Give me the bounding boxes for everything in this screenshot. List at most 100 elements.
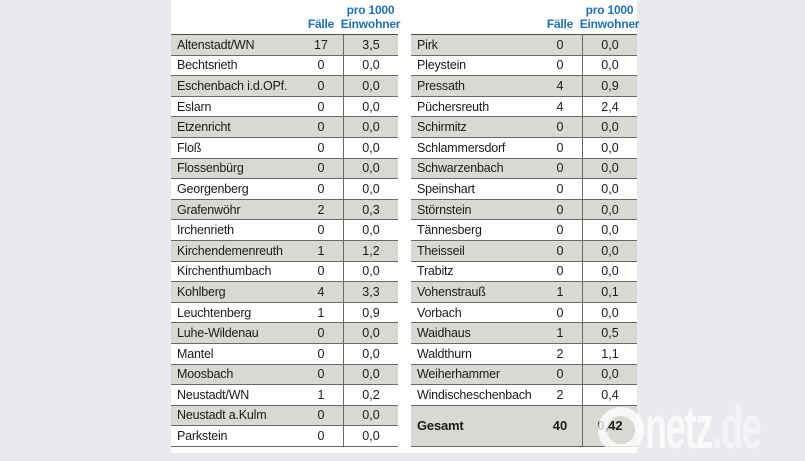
- municipality-name: Trabitz: [417, 264, 454, 279]
- table-row: Schirmitz 0 0,0: [411, 117, 637, 138]
- cases-value: 0: [317, 429, 325, 444]
- municipality-name: Kohlberg: [177, 284, 226, 299]
- cases-value: 0: [317, 58, 325, 73]
- cases-value: 0: [317, 181, 325, 196]
- total-per1000-value: 0,42: [582, 405, 637, 446]
- onetz-watermark-text: netz.de: [645, 398, 762, 458]
- municipality-name: Schwarzenbach: [417, 161, 504, 176]
- cases-value: 0: [556, 120, 564, 135]
- per1000-value: 0,9: [343, 302, 398, 323]
- cases-value: 0: [556, 367, 564, 382]
- cases-value: 0: [317, 408, 325, 423]
- right-table-rows: Pirk 0 0,0 Pleystein 0 0,0 Pressath 4 0,9 Püchers…: [411, 34, 637, 406]
- municipality-name: Neustadt a.Kulm: [177, 408, 267, 423]
- cases-value: 0: [317, 120, 325, 135]
- municipality-name: Kirchenthumbach: [177, 264, 272, 279]
- per1000-value: 0,0: [582, 179, 637, 199]
- per1000-value: 0,1: [582, 282, 637, 302]
- per1000-header-line1: pro 1000: [585, 3, 634, 18]
- table-row: Windischeschenbach 2 0,4: [411, 385, 637, 406]
- per1000-value: 0,0: [343, 96, 398, 117]
- municipality-name: Grafenwöhr: [177, 202, 241, 217]
- cases-value: 0: [317, 99, 325, 114]
- per1000-value: 2,4: [582, 96, 637, 117]
- municipality-name: Floß: [177, 140, 202, 155]
- per1000-value: 0,0: [582, 220, 637, 240]
- cases-value: 2: [556, 387, 564, 402]
- municipality-name: Parkstein: [177, 429, 228, 444]
- table-row: Mantel 0 0,0: [171, 343, 398, 365]
- per1000-header-line2: Einwohner: [579, 16, 640, 31]
- cases-value: 4: [556, 78, 564, 93]
- per1000-value: 0,0: [343, 343, 398, 364]
- per1000-value: 0,0: [582, 364, 637, 385]
- municipality-name: Theisseil: [417, 243, 465, 258]
- table-row: Kirchendemenreuth 1 1,2: [171, 240, 398, 262]
- municipality-name: Flossenbürg: [177, 161, 244, 176]
- table-row: Parkstein 0 0,0: [171, 426, 398, 447]
- cases-value: 0: [317, 346, 325, 361]
- cases-value: 0: [317, 161, 325, 176]
- cases-value: 0: [556, 243, 564, 258]
- municipality-name: Moosbach: [177, 367, 234, 382]
- per1000-value: 1,1: [582, 343, 637, 364]
- municipality-name: Schlammersdorf: [417, 140, 506, 155]
- left-table-header: Fälle pro 1000 Einwohner: [171, 0, 401, 34]
- per1000-value: 0,0: [582, 137, 637, 158]
- municipality-name: Pressath: [417, 78, 465, 93]
- per1000-value: 0,0: [343, 179, 398, 199]
- municipality-name: Pirk: [417, 37, 438, 52]
- table-row: Pressath 4 0,9: [411, 76, 637, 97]
- per1000-value: 0,0: [343, 323, 398, 343]
- per1000-value: 0,9: [582, 76, 637, 96]
- municipality-name: Luhe-Wildenau: [177, 326, 259, 341]
- municipality-name: Speinshart: [417, 181, 475, 196]
- table-row: Schwarzenbach 0 0,0: [411, 158, 637, 180]
- per1000-value: 0,0: [582, 302, 637, 323]
- per1000-value: 0,0: [343, 55, 398, 76]
- total-row: Gesamt 40 0,42: [411, 405, 637, 447]
- per1000-header-line1: pro 1000: [346, 3, 395, 18]
- table-row: Flossenbürg 0 0,0: [171, 158, 398, 180]
- cases-value: 0: [317, 140, 325, 155]
- per1000-value: 0,0: [582, 55, 637, 76]
- table-row: Weiherhammer 0 0,0: [411, 364, 637, 386]
- table-panel: Fälle pro 1000 Einwohner Altenstadt/WN 17…: [171, 0, 640, 453]
- table-row: Altenstadt/WN 17 3,5: [171, 35, 398, 56]
- table-row: Trabitz 0 0,0: [411, 261, 637, 283]
- municipality-name: Kirchendemenreuth: [177, 243, 283, 258]
- cases-column-header: Fälle: [546, 17, 574, 31]
- cases-value: 0: [317, 223, 325, 238]
- per1000-value: 0,0: [343, 137, 398, 158]
- municipality-name: Schirmitz: [417, 120, 467, 135]
- cases-column-header: Fälle: [307, 17, 335, 31]
- watermark-netz: netz: [645, 394, 713, 461]
- municipality-name: Weiherhammer: [417, 367, 500, 382]
- per1000-value: 1,2: [343, 240, 398, 261]
- table-row: Vorbach 0 0,0: [411, 302, 637, 324]
- per1000-value: 0,0: [582, 261, 637, 282]
- watermark-de: .de: [712, 394, 762, 461]
- per1000-column-header: pro 1000 Einwohner: [579, 3, 640, 31]
- per1000-value: 0,0: [343, 158, 398, 179]
- municipality-name: Waldthurn: [417, 346, 472, 361]
- table-row: Kirchenthumbach 0 0,0: [171, 261, 398, 283]
- table-row: Vohenstrauß 1 0,1: [411, 282, 637, 303]
- per1000-value: 0,0: [343, 405, 398, 426]
- table-row: Waldthurn 2 1,1: [411, 343, 637, 365]
- municipality-name: Vohenstrauß: [417, 284, 486, 299]
- municipality-name: Eschenbach i.d.OPf.: [177, 78, 288, 93]
- per1000-value: 0,0: [343, 117, 398, 137]
- table-row: Georgenberg 0 0,0: [171, 179, 398, 200]
- table-row: Tännesberg 0 0,0: [411, 220, 637, 241]
- municipality-name: Mantel: [177, 346, 214, 361]
- right-table: Fälle pro 1000 Einwohner Pirk 0 0,0 Pleyste…: [411, 0, 640, 447]
- table-row: Irchenrieth 0 0,0: [171, 220, 398, 241]
- right-table-header: Fälle pro 1000 Einwohner: [411, 0, 640, 34]
- cases-value: 0: [556, 223, 564, 238]
- cases-value: 1: [556, 284, 564, 299]
- total-cases-value: 40: [552, 418, 568, 434]
- cases-value: 0: [556, 181, 564, 196]
- municipality-name: Etzenricht: [177, 120, 231, 135]
